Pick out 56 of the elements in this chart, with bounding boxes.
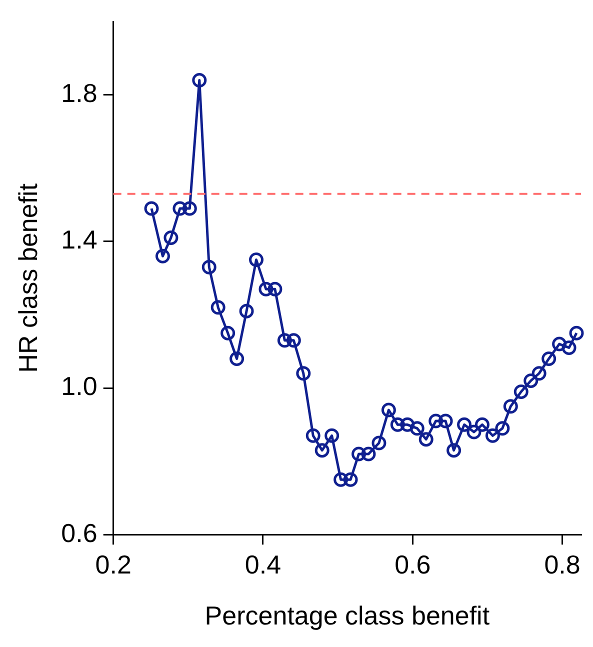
- point: [192, 72, 207, 88]
- point: [230, 351, 244, 366]
- point: [428, 414, 444, 428]
- point: [277, 333, 292, 348]
- point: [503, 399, 518, 414]
- point: [182, 201, 197, 216]
- point: [220, 326, 236, 340]
- point: [352, 446, 366, 462]
- x-tick-label: 0.8: [544, 549, 580, 580]
- x-tick-label: 0.6: [394, 549, 431, 580]
- point: [514, 384, 528, 399]
- point: [296, 366, 311, 381]
- point: [249, 252, 264, 268]
- point: [562, 340, 576, 355]
- point: [210, 300, 226, 315]
- point: [314, 443, 330, 458]
- point: [485, 428, 500, 443]
- point: [457, 417, 472, 432]
- point: [410, 421, 424, 436]
- point: [286, 333, 301, 348]
- point: [164, 230, 178, 246]
- point: [474, 417, 490, 432]
- point: [155, 248, 170, 264]
- point: [324, 428, 340, 443]
- point: [372, 436, 386, 450]
- y-tick-label: 0.6: [61, 518, 98, 548]
- y-tick-label: 1.0: [61, 371, 98, 402]
- point: [569, 326, 584, 340]
- point: [390, 417, 405, 432]
- point: [418, 432, 434, 447]
- y-tick-label: 1.4: [61, 224, 98, 255]
- point: [438, 414, 453, 428]
- x-tick-label: 0.4: [244, 549, 282, 580]
- point: [343, 472, 358, 487]
- point: [495, 421, 510, 436]
- point: [334, 472, 348, 487]
- point: [524, 373, 538, 388]
- point: [239, 304, 254, 318]
- point: [306, 428, 320, 443]
- point: [172, 201, 188, 216]
- y-axis-title: HR class benefit: [12, 182, 43, 373]
- point: [202, 260, 216, 274]
- point: [400, 417, 415, 432]
- x-tick-label: 0.2: [95, 549, 132, 580]
- point: [552, 336, 567, 352]
- x-axis-title: Percentage class benefit: [204, 600, 490, 631]
- y-tick-label: 1.8: [61, 78, 98, 108]
- point: [361, 446, 376, 462]
- point: [532, 366, 546, 381]
- point: [466, 424, 482, 440]
- point: [268, 282, 282, 296]
- point: [542, 351, 556, 366]
- point: [144, 201, 159, 216]
- point: [446, 443, 462, 458]
- point: [258, 282, 274, 296]
- point: [381, 402, 396, 418]
